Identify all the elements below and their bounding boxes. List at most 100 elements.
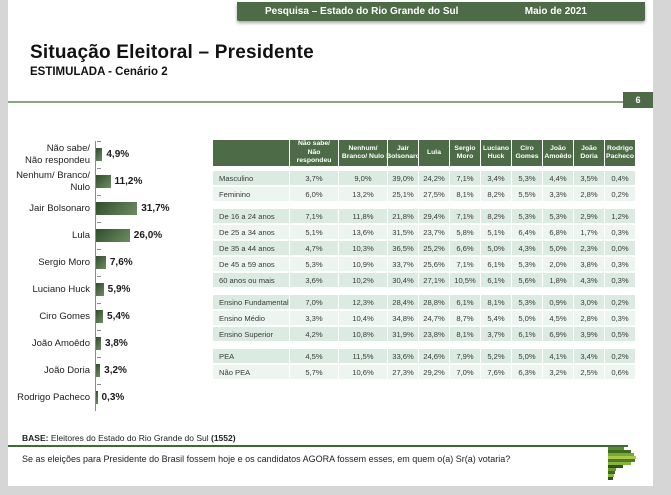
table-cell: 27,1% bbox=[419, 273, 450, 287]
table-cell: 0,2% bbox=[605, 295, 636, 309]
table-cell: 10,4% bbox=[339, 311, 388, 325]
table-cell: 36,5% bbox=[388, 241, 419, 255]
table-cell: 3,7% bbox=[290, 171, 339, 185]
table-cell: 4,7% bbox=[290, 241, 339, 255]
table-cell: 7,9% bbox=[450, 349, 481, 363]
table-header-cell: Nenhum/ Branco/ Nulo bbox=[339, 140, 388, 166]
table-cell: 6,9% bbox=[543, 327, 574, 341]
table-cell: 3,8% bbox=[574, 257, 605, 271]
table-cell: 4,5% bbox=[543, 311, 574, 325]
chart-value-label: 4,9% bbox=[106, 149, 130, 160]
table-row: De 16 a 24 anos 7,1% 11,8% 21,8% 29,4% 7,1% 8,… bbox=[213, 209, 649, 223]
table-cell: 8,2% bbox=[481, 187, 512, 201]
chart-row: Lula 26,0% bbox=[10, 222, 212, 249]
table-cell: 9,0% bbox=[339, 171, 388, 185]
title-block: Situação Eleitoral – Presidente ESTIMULA… bbox=[30, 42, 314, 78]
chart-value-label: 3,8% bbox=[104, 338, 128, 349]
table-cell: 24,6% bbox=[419, 349, 450, 363]
table-cell: 25,2% bbox=[419, 241, 450, 255]
table-cell: 5,4% bbox=[481, 311, 512, 325]
table-row-label: Ensino Médio bbox=[213, 311, 290, 325]
table-cell: 33,7% bbox=[388, 257, 419, 271]
table-row: De 35 a 44 anos 4,7% 10,3% 36,5% 25,2% 6,6% 5,… bbox=[213, 241, 649, 255]
table-cell: 7,1% bbox=[450, 171, 481, 185]
table-cell: 6,6% bbox=[450, 241, 481, 255]
chart-row: João Doria 3,2% bbox=[10, 357, 212, 384]
chart-category-label: Sergio Moro bbox=[38, 256, 90, 268]
table-cell: 27,5% bbox=[419, 187, 450, 201]
base-text: Eleitores do Estado do Rio Grande do Sul bbox=[48, 433, 211, 443]
table-row-label: De 35 a 44 anos bbox=[213, 241, 290, 255]
table-cell: 3,3% bbox=[543, 187, 574, 201]
footer-divider bbox=[8, 445, 628, 447]
table-row-label: Masculino bbox=[213, 171, 290, 185]
chart-value-label: 0,3% bbox=[101, 392, 125, 403]
table-header-cell: João Doria bbox=[574, 140, 605, 166]
table-cell: 0,2% bbox=[605, 187, 636, 201]
table-cell: 28,4% bbox=[388, 295, 419, 309]
table-body: Masculino 3,7% 9,0% 39,0% 24,2% 7,1% 3,4% 5,3% 4… bbox=[213, 171, 649, 379]
table-cell: 5,7% bbox=[290, 365, 339, 379]
chart-row: Ciro Gomes 5,4% bbox=[10, 303, 212, 330]
table-cell: 0,3% bbox=[605, 273, 636, 287]
table-header-cell: Lula bbox=[419, 140, 450, 166]
table-cell: 10,9% bbox=[339, 257, 388, 271]
chart-bar bbox=[96, 202, 138, 215]
banner-title: Pesquisa – Estado do Rio Grande do Sul bbox=[265, 6, 459, 17]
table-header-cell: Rodrigo Pacheco bbox=[605, 140, 636, 166]
table-cell: 5,0% bbox=[543, 241, 574, 255]
table-row: Feminino 6,0% 13,2% 25,1% 27,5% 8,1% 8,2% 5,5% 3… bbox=[213, 187, 649, 201]
table-header-cell: Jair Bolsonaro bbox=[386, 140, 420, 166]
table-cell: 0,6% bbox=[605, 365, 636, 379]
table-cell: 3,9% bbox=[574, 327, 605, 341]
base-count: (1552) bbox=[211, 433, 236, 443]
table-cell: 5,0% bbox=[481, 241, 512, 255]
chart-value-label: 31,7% bbox=[141, 203, 170, 214]
table-cell: 5,6% bbox=[512, 273, 543, 287]
table-cell: 10,6% bbox=[339, 365, 388, 379]
chart-bar bbox=[96, 283, 104, 296]
chart-bar bbox=[96, 175, 111, 188]
table-cell: 2,3% bbox=[574, 241, 605, 255]
chart-bar bbox=[96, 256, 106, 269]
table-cell: 7,0% bbox=[450, 365, 481, 379]
chart-bar bbox=[96, 337, 101, 350]
table-cell: 4,3% bbox=[512, 241, 543, 255]
table-cell: 5,0% bbox=[512, 311, 543, 325]
table-cell: 6,1% bbox=[450, 295, 481, 309]
table-cell: 27,3% bbox=[388, 365, 419, 379]
table-header-cell: Sergio Moro bbox=[450, 140, 481, 166]
table-cell: 10,8% bbox=[339, 327, 388, 341]
table-cell: 0,3% bbox=[605, 311, 636, 325]
table-row-label: De 45 a 59 anos bbox=[213, 257, 290, 271]
chart-category-label: Luciano Huck bbox=[32, 283, 90, 295]
table-cell: 3,6% bbox=[290, 273, 339, 287]
table-cell: 7,6% bbox=[481, 365, 512, 379]
chart-bar-area: 5,9% bbox=[95, 276, 212, 303]
chart-category-label: Nenhum/ Branco/ Nulo bbox=[16, 170, 90, 193]
chart-value-label: 5,4% bbox=[107, 311, 130, 322]
table-cell: 2,0% bbox=[543, 257, 574, 271]
table-cell: 30,4% bbox=[388, 273, 419, 287]
table-cell: 4,5% bbox=[290, 349, 339, 363]
chart-bar-area: 0,3% bbox=[95, 384, 212, 411]
table-cell: 1,8% bbox=[543, 273, 574, 287]
table-cell: 23,7% bbox=[419, 225, 450, 239]
table-cell: 4,2% bbox=[290, 327, 339, 341]
bar-chart: Não sabe/ Não respondeu 4,9% Nenhum/ Branc… bbox=[10, 141, 212, 411]
table-group: De 16 a 24 anos 7,1% 11,8% 21,8% 29,4% 7,1% 8,… bbox=[213, 209, 649, 287]
table-cell: 5,5% bbox=[512, 187, 543, 201]
title-divider bbox=[8, 101, 653, 103]
table-cell: 6,1% bbox=[481, 273, 512, 287]
header-banner: Pesquisa – Estado do Rio Grande do Sul M… bbox=[237, 2, 645, 21]
table-cell: 25,6% bbox=[419, 257, 450, 271]
table-header: Não sabe/ Não respondeu Nenhum/ Branco/ N… bbox=[213, 140, 649, 166]
table-cell: 33,6% bbox=[388, 349, 419, 363]
table-row: PEA 4,5% 11,5% 33,6% 24,6% 7,9% 5,2% 5,0% 4,1% 3,… bbox=[213, 349, 649, 363]
table-row: 60 anos ou mais 3,6% 10,2% 30,4% 27,1% 10,5% 6… bbox=[213, 273, 649, 287]
survey-question: Se as eleições para Presidente do Brasil… bbox=[22, 454, 511, 464]
chart-bar bbox=[96, 391, 98, 404]
table-cell: 5,3% bbox=[512, 171, 543, 185]
page-number-badge: 6 bbox=[623, 92, 653, 108]
chart-bar-area: 31,7% bbox=[95, 195, 212, 222]
